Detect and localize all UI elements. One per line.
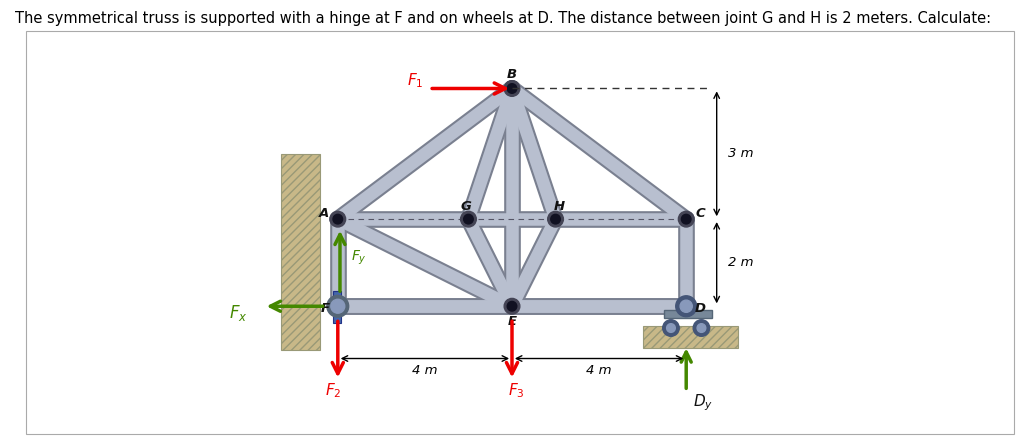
Circle shape (504, 80, 520, 97)
Circle shape (461, 211, 476, 227)
Text: 2 m: 2 m (728, 256, 753, 269)
Text: 4 m: 4 m (587, 364, 612, 377)
Circle shape (678, 211, 694, 227)
Circle shape (667, 324, 675, 333)
Circle shape (663, 320, 679, 336)
Circle shape (680, 300, 692, 312)
Circle shape (681, 215, 691, 224)
Text: E: E (508, 315, 516, 328)
Circle shape (551, 215, 560, 224)
Text: 3 m: 3 m (728, 148, 753, 160)
Circle shape (330, 299, 346, 314)
Circle shape (464, 215, 473, 224)
Bar (333, 313, 341, 323)
Text: $F_1$: $F_1$ (408, 71, 424, 90)
Bar (643, 326, 738, 348)
Text: H: H (554, 200, 564, 214)
Text: G: G (461, 200, 472, 214)
Circle shape (548, 211, 563, 227)
Text: $F_2$: $F_2$ (326, 382, 342, 400)
Text: $F_y$: $F_y$ (351, 249, 367, 267)
Circle shape (697, 324, 706, 333)
Circle shape (331, 299, 345, 313)
Circle shape (327, 295, 349, 317)
Text: A: A (318, 207, 329, 220)
Text: $F_x$: $F_x$ (229, 304, 248, 324)
Circle shape (693, 320, 710, 336)
Bar (282, 154, 321, 350)
Text: $F_3$: $F_3$ (508, 382, 524, 400)
Circle shape (333, 215, 343, 224)
Circle shape (507, 301, 517, 311)
Circle shape (507, 84, 517, 93)
Circle shape (681, 301, 691, 311)
Text: D: D (694, 302, 706, 315)
Circle shape (330, 211, 346, 227)
Circle shape (333, 301, 343, 311)
Bar (333, 291, 341, 301)
Text: F: F (322, 302, 330, 315)
Circle shape (678, 299, 694, 314)
Text: $D_y$: $D_y$ (693, 392, 713, 413)
Circle shape (504, 299, 520, 314)
Text: The symmetrical truss is supported with a hinge at F and on wheels at D. The dis: The symmetrical truss is supported with … (15, 11, 991, 26)
Text: B: B (507, 68, 517, 81)
Text: C: C (695, 207, 705, 220)
Circle shape (676, 296, 696, 317)
Bar (665, 310, 713, 318)
Text: 4 m: 4 m (412, 364, 437, 377)
